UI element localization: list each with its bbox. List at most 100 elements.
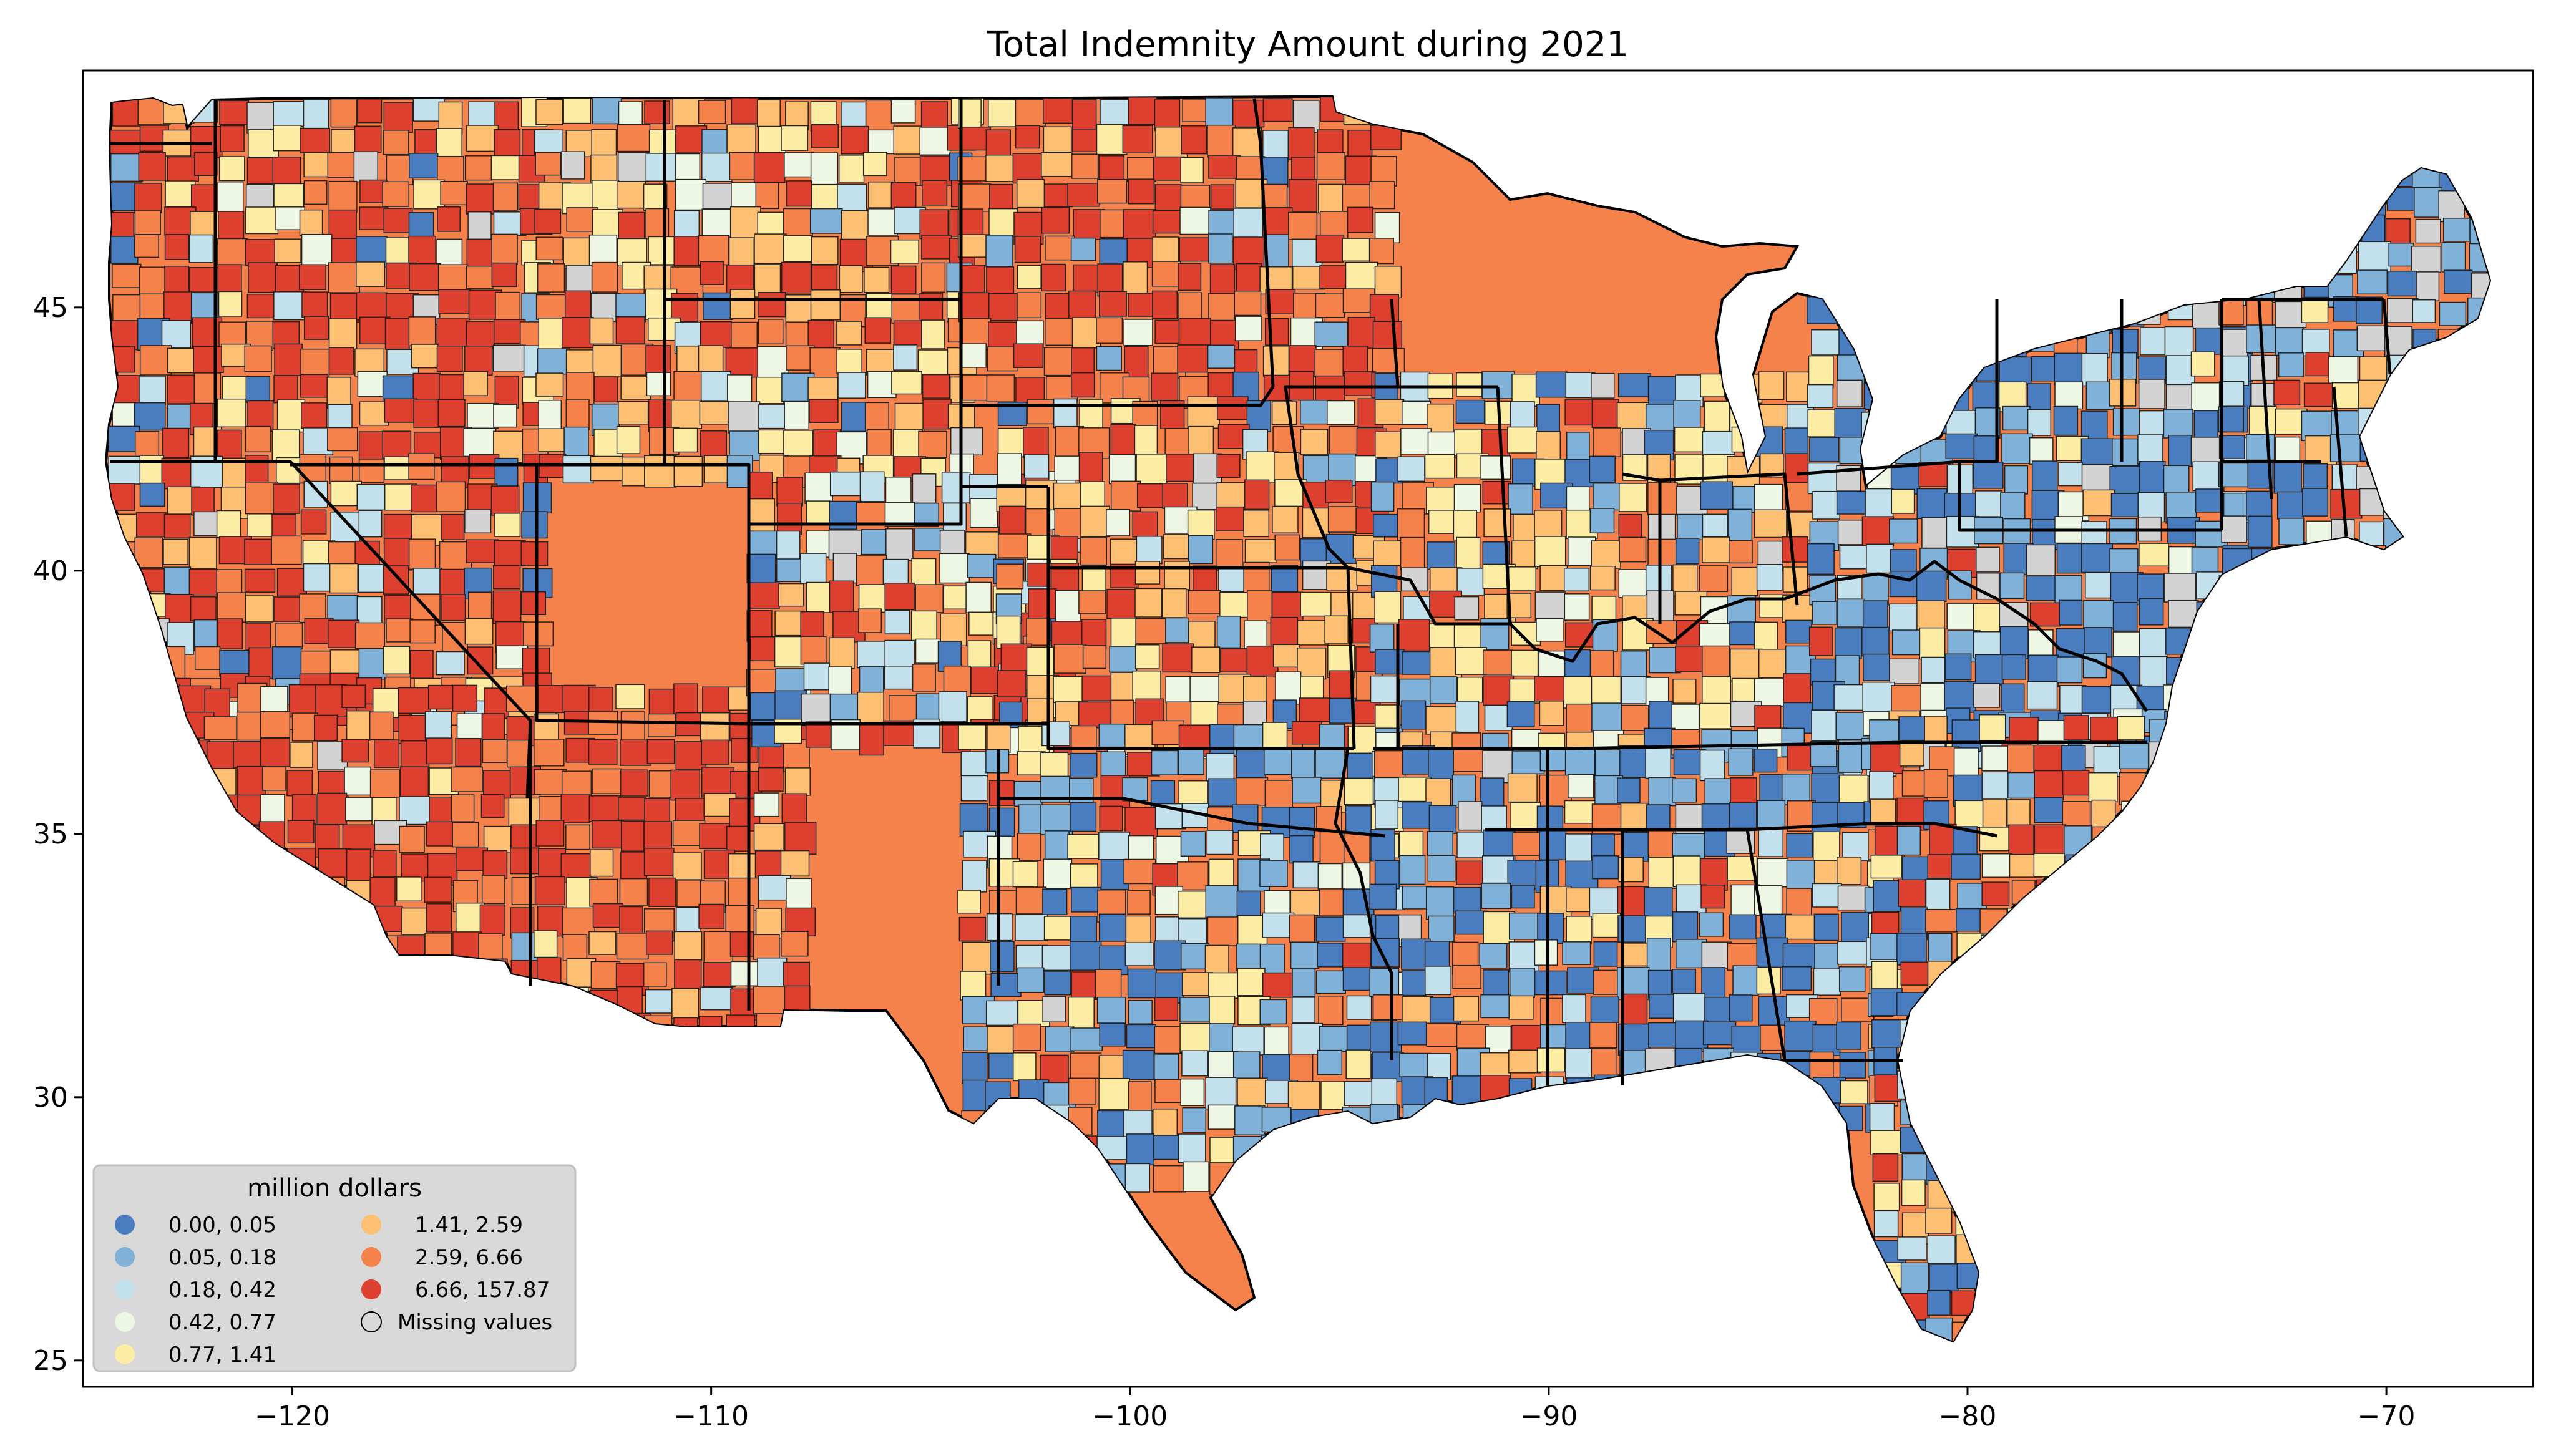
- county-cell: [1508, 483, 1533, 515]
- county-cell: [1053, 482, 1083, 510]
- county-cell: [538, 796, 565, 823]
- county-cell: [1028, 588, 1057, 619]
- legend-label: 6.66, 157.87: [415, 1278, 550, 1303]
- county-cell: [436, 651, 465, 676]
- county-cell: [1180, 157, 1204, 183]
- county-cell: [1511, 1024, 1544, 1052]
- county-cell: [985, 1000, 1018, 1026]
- county-cell: [1297, 620, 1329, 646]
- county-cell: [1399, 855, 1426, 885]
- county-cell: [1480, 455, 1511, 480]
- county-cell: [1329, 425, 1358, 455]
- county-cell: [358, 648, 387, 680]
- county-cell: [1134, 425, 1158, 455]
- county-cell: [1188, 535, 1214, 565]
- county-cell: [369, 769, 401, 798]
- county-cell: [1204, 944, 1229, 974]
- county-cell: [1483, 649, 1513, 675]
- county-cell: [330, 98, 358, 128]
- county-cell: [1209, 1023, 1234, 1056]
- county-cell: [1042, 996, 1066, 1022]
- county-cell: [2063, 715, 2089, 740]
- county-cell: [329, 563, 358, 594]
- county-cell: [1812, 883, 1842, 908]
- county-cell: [563, 97, 592, 124]
- county-cell: [2441, 241, 2466, 273]
- county-cell: [1811, 709, 1838, 742]
- county-cell: [1757, 800, 1786, 828]
- county-cell: [464, 509, 492, 534]
- county-cell: [1317, 1049, 1343, 1075]
- county-cell: [1919, 627, 1946, 660]
- county-cell: [1701, 803, 1730, 830]
- county-cell: [781, 261, 812, 294]
- county-cell: [618, 797, 647, 821]
- county-cell: [2163, 409, 2193, 439]
- county-cell: [494, 376, 519, 409]
- county-cell: [1299, 697, 1331, 722]
- county-cell: [2137, 434, 2163, 465]
- county-cell: [884, 666, 914, 690]
- county-cell: [1675, 538, 1700, 565]
- county-cell: [134, 234, 159, 258]
- county-cell: [162, 427, 190, 459]
- county-cell: [748, 582, 780, 609]
- county-cell: [190, 596, 217, 621]
- county-cell: [620, 820, 645, 852]
- county-cell: [1646, 620, 1677, 644]
- county-cell: [807, 319, 834, 350]
- county-cell: [1207, 344, 1235, 369]
- county-cell: [962, 1052, 988, 1084]
- county-cell: [1813, 913, 1839, 941]
- county-cell: [2165, 384, 2193, 412]
- county-cell: [492, 590, 522, 624]
- county-cell: [2112, 601, 2138, 632]
- county-cell: [918, 430, 947, 459]
- county-cell: [1177, 861, 1209, 891]
- county-cell: [2387, 243, 2414, 267]
- county-cell: [960, 751, 988, 777]
- county-cell: [962, 860, 987, 893]
- county-cell: [1270, 616, 1299, 649]
- county-cell: [1080, 505, 1110, 538]
- county-cell: [358, 564, 384, 593]
- county-cell: [2330, 488, 2363, 519]
- county-cell: [1050, 536, 1078, 560]
- county-cell: [1324, 615, 1349, 644]
- county-cell: [786, 180, 812, 207]
- county-cell: [1128, 999, 1153, 1024]
- county-cell: [914, 527, 944, 551]
- county-cell: [1592, 855, 1619, 880]
- county-cell: [424, 711, 452, 742]
- county-cell: [893, 125, 922, 155]
- county-cell: [988, 208, 1018, 237]
- county-cell: [2301, 297, 2329, 323]
- county-cell: [591, 261, 618, 293]
- county-cell: [1208, 858, 1234, 888]
- county-cell: [1315, 970, 1346, 994]
- county-cell: [468, 591, 492, 620]
- county-cell: [328, 318, 358, 352]
- county-cell: [1838, 775, 1869, 806]
- county-cell: [841, 125, 869, 155]
- county-cell: [922, 180, 948, 206]
- y-tick-label: 30: [33, 1082, 68, 1114]
- county-cell: [1837, 941, 1869, 965]
- county-cell: [1319, 265, 1348, 289]
- county-cell: [274, 238, 301, 263]
- county-cell: [805, 721, 832, 748]
- county-cell: [1807, 462, 1841, 495]
- county-cell: [1891, 685, 1922, 714]
- county-cell: [1023, 454, 1050, 479]
- county-cell: [260, 794, 285, 827]
- county-cell: [436, 128, 462, 160]
- county-cell: [1236, 777, 1269, 806]
- county-cell: [675, 741, 707, 770]
- county-cell: [1730, 777, 1757, 805]
- county-cell: [2195, 327, 2222, 355]
- county-cell: [1397, 456, 1425, 482]
- county-cell: [1925, 1207, 1953, 1234]
- county-cell: [1483, 969, 1510, 996]
- county-cell: [2088, 772, 2118, 802]
- county-cell: [1673, 400, 1701, 430]
